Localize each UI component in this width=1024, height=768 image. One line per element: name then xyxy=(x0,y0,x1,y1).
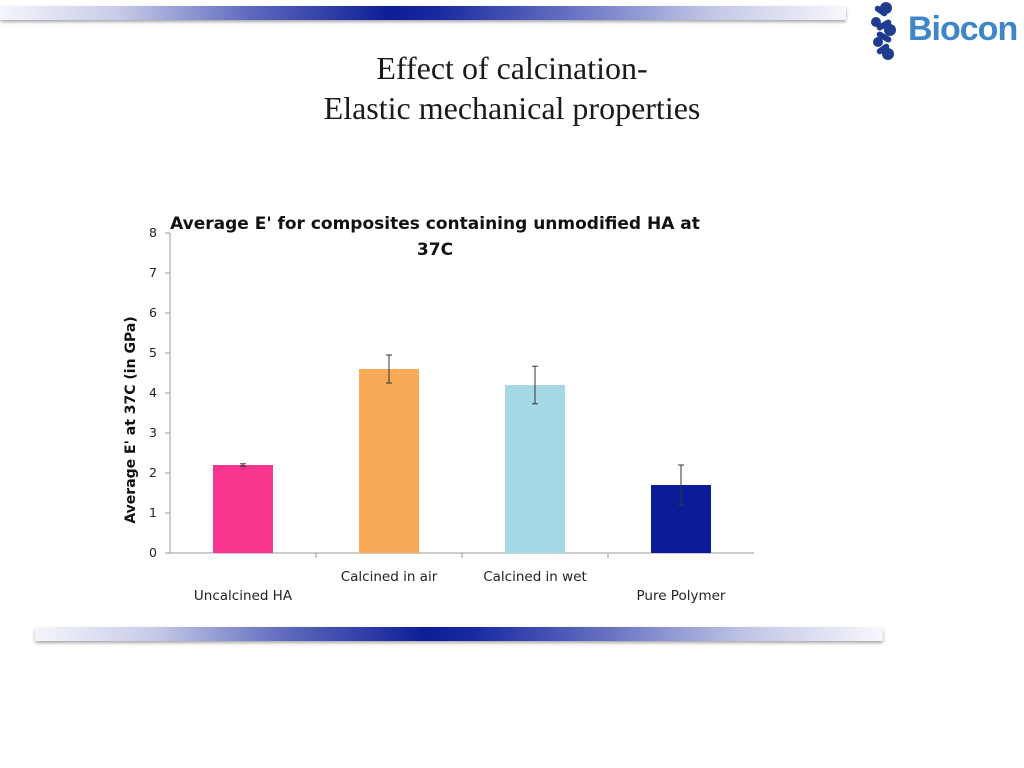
error-bar xyxy=(532,365,538,405)
slide-title-line-2: Elastic mechanical properties xyxy=(323,90,701,126)
x-axis-labels: Uncalcined HA Calcined in air Calcined in … xyxy=(194,553,726,604)
y-tick-label: 7 xyxy=(149,265,157,280)
y-axis-ticks: 0 1 2 3 4 5 6 7 8 xyxy=(149,225,170,560)
bar xyxy=(213,465,273,553)
y-tick-label: 1 xyxy=(149,505,157,520)
y-tick-label: 6 xyxy=(149,305,157,320)
category-label: Pure Polymer xyxy=(637,588,726,604)
chart-svg: Average E' for composites containing unm… xyxy=(123,214,754,604)
chart-title-line-2: 37C xyxy=(417,240,453,260)
slide-title: Effect of calcination- Elastic mechanica… xyxy=(0,48,1024,128)
top-decorative-band xyxy=(0,6,846,20)
bottom-decorative-band xyxy=(35,627,883,641)
y-tick-label: 8 xyxy=(149,225,157,240)
category-label: Uncalcined HA xyxy=(194,588,293,604)
bar-series xyxy=(213,369,711,553)
slide-title-line-1: Effect of calcination- xyxy=(376,50,648,86)
error-bar xyxy=(678,464,684,506)
bar-chart: Average E' for composites containing unm… xyxy=(110,200,790,620)
y-tick-label: 4 xyxy=(149,385,157,400)
category-label: Calcined in air xyxy=(341,569,438,585)
y-axis-title: Average E' at 37C (in GPa) xyxy=(123,316,139,523)
biocon-logo-text: Biocon xyxy=(908,10,1018,48)
chart-title-line-1: Average E' for composites containing unm… xyxy=(170,214,700,234)
biocon-logo: Biocon xyxy=(864,0,1024,64)
y-tick-label: 0 xyxy=(149,545,157,560)
category-label: Calcined in wet xyxy=(483,569,587,585)
y-tick-label: 2 xyxy=(149,465,157,480)
biocon-logo-mark-icon xyxy=(871,2,896,60)
error-bars xyxy=(240,354,684,506)
bar xyxy=(359,369,419,553)
error-bar xyxy=(386,354,392,384)
y-tick-label: 5 xyxy=(149,345,157,360)
bar xyxy=(505,385,565,553)
error-bar xyxy=(240,463,246,467)
y-tick-label: 3 xyxy=(149,425,157,440)
